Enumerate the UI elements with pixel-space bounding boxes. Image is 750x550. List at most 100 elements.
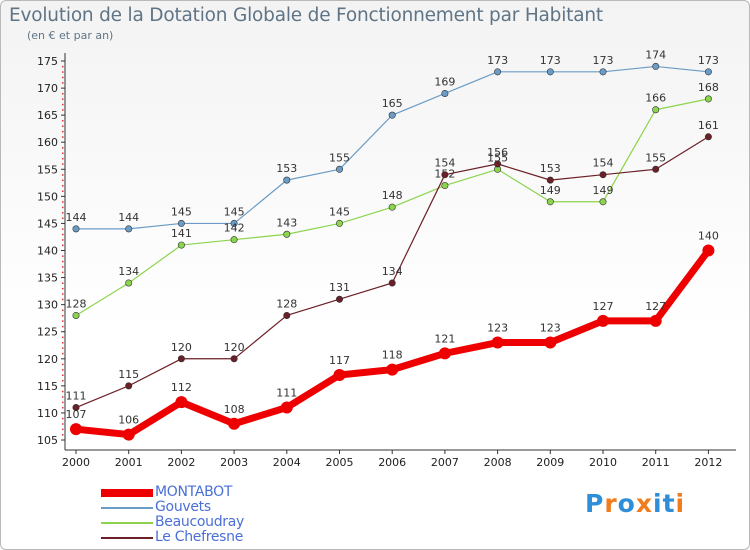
data-point xyxy=(333,369,346,382)
data-label: 123 xyxy=(540,322,561,335)
y-minor-tick xyxy=(62,347,64,349)
y-tick-label: 130 xyxy=(37,299,58,312)
y-minor-tick xyxy=(62,179,64,182)
data-label: 165 xyxy=(382,97,403,110)
logo-letter: o xyxy=(617,489,636,518)
data-point xyxy=(72,311,80,319)
data-point xyxy=(491,336,504,349)
y-minor-tick xyxy=(62,396,64,398)
legend-label: Beaucoudray xyxy=(155,514,245,530)
x-tick-label: 2009 xyxy=(536,456,564,469)
data-label: 111 xyxy=(276,387,297,400)
x-tick-label: 2004 xyxy=(273,456,301,469)
y-minor-tick xyxy=(62,325,64,328)
data-label: 143 xyxy=(276,216,297,229)
data-point xyxy=(704,68,712,76)
y-minor-tick xyxy=(62,103,64,106)
y-tick-label: 115 xyxy=(37,380,58,393)
data-point xyxy=(175,396,188,409)
y-minor-tick xyxy=(62,298,64,301)
data-label: 161 xyxy=(698,119,719,132)
y-tick-label: 140 xyxy=(37,245,58,258)
y-tick-label: 120 xyxy=(37,353,58,366)
data-point xyxy=(177,241,185,249)
x-tick-label: 2010 xyxy=(589,456,617,469)
data-label: 153 xyxy=(276,162,297,175)
y-minor-tick xyxy=(62,374,64,377)
legend-swatch xyxy=(101,537,153,539)
x-tick-label: 2001 xyxy=(115,456,143,469)
data-point xyxy=(599,198,607,206)
data-label: 118 xyxy=(382,349,403,362)
y-minor-tick xyxy=(62,293,64,295)
y-tick-label: 105 xyxy=(37,434,58,447)
data-point xyxy=(280,401,293,414)
legend-swatch xyxy=(101,522,153,524)
data-point xyxy=(72,225,80,233)
y-minor-tick xyxy=(62,434,64,436)
data-point xyxy=(388,203,396,211)
y-minor-tick xyxy=(62,92,64,95)
data-label: 128 xyxy=(66,297,87,310)
y-minor-tick xyxy=(62,336,64,339)
y-minor-tick xyxy=(62,244,64,247)
logo-letter: P xyxy=(585,489,605,518)
data-label: 140 xyxy=(698,230,719,243)
chart-subtitle: (en € et par an) xyxy=(27,29,114,42)
data-point xyxy=(230,236,238,244)
data-point xyxy=(649,314,662,327)
x-tick-label: 2008 xyxy=(484,456,512,469)
y-tick-label: 135 xyxy=(37,272,58,285)
data-label: 154 xyxy=(593,157,614,170)
y-minor-tick xyxy=(62,152,64,155)
y-minor-tick xyxy=(62,98,64,100)
legend-label: Gouvets xyxy=(155,499,211,515)
data-point xyxy=(544,336,557,349)
data-label: 120 xyxy=(171,341,192,354)
y-tick-label: 165 xyxy=(37,109,58,122)
data-point xyxy=(125,225,133,233)
y-minor-tick xyxy=(62,201,64,203)
y-minor-tick xyxy=(62,271,64,274)
data-label: 128 xyxy=(276,297,297,310)
legend-label: MONTABOT xyxy=(155,484,233,500)
data-point xyxy=(441,89,449,97)
y-minor-tick xyxy=(62,379,64,382)
y-minor-tick xyxy=(62,233,64,236)
y-minor-tick xyxy=(62,125,64,127)
y-minor-tick xyxy=(62,109,64,111)
data-point xyxy=(546,198,554,206)
data-point xyxy=(704,133,712,141)
data-point xyxy=(438,347,451,360)
x-tick-label: 2011 xyxy=(642,456,670,469)
y-minor-tick xyxy=(62,320,64,322)
y-tick-label: 145 xyxy=(37,217,58,230)
logo-letter: x xyxy=(635,489,653,518)
x-tick-label: 2006 xyxy=(378,456,406,469)
y-minor-tick xyxy=(62,287,64,290)
logo-letter: i xyxy=(653,489,663,518)
data-label: 142 xyxy=(224,222,245,235)
y-minor-tick xyxy=(62,369,64,371)
data-point xyxy=(599,68,607,76)
legend-label: Le Chefresne xyxy=(155,529,244,545)
data-point xyxy=(441,171,449,179)
x-tick-label: 2003 xyxy=(220,456,248,469)
data-label: 145 xyxy=(224,205,245,218)
y-minor-tick xyxy=(62,428,64,431)
y-tick-label: 110 xyxy=(37,407,58,420)
data-label: 166 xyxy=(645,92,666,105)
data-label: 173 xyxy=(698,54,719,67)
x-tick-label: 2007 xyxy=(431,456,459,469)
y-minor-tick xyxy=(62,190,64,192)
y-minor-tick xyxy=(62,390,64,393)
y-tick-label: 160 xyxy=(37,136,58,149)
data-label: 131 xyxy=(329,281,350,294)
data-label: 156 xyxy=(487,146,508,159)
data-point xyxy=(546,176,554,184)
y-minor-tick xyxy=(62,147,64,149)
y-minor-tick xyxy=(62,65,64,68)
data-label: 111 xyxy=(66,390,87,403)
data-point xyxy=(177,219,185,227)
